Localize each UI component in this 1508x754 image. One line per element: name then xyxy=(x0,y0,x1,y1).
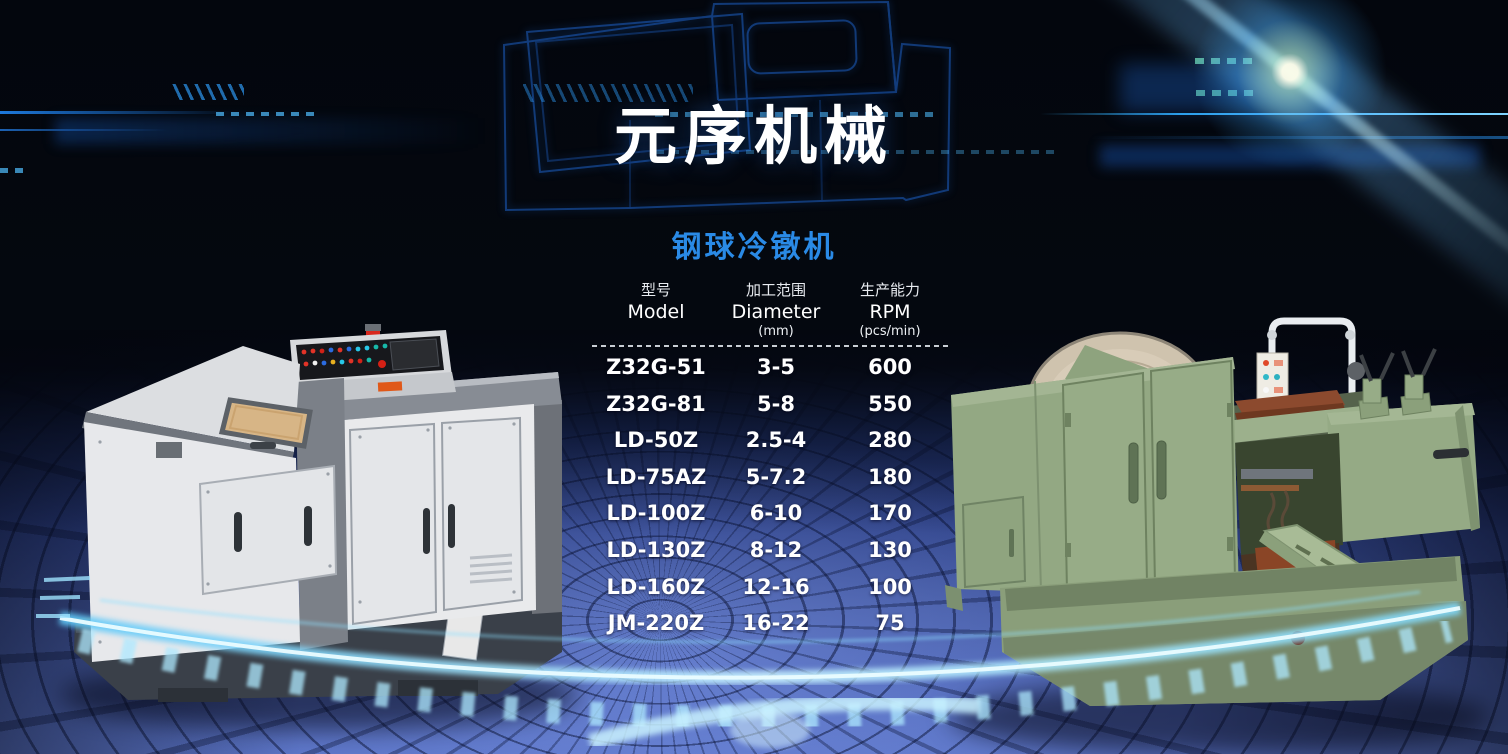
front-door xyxy=(198,464,338,596)
cabinet-doors xyxy=(348,416,524,626)
spec-table: 型号 Model 加工范围 Diameter (mm) 生产能力 RPM (pc… xyxy=(592,281,948,642)
table-row: LD-50Z 2.5-4 280 xyxy=(613,428,912,453)
inspection-window xyxy=(218,397,313,449)
green-cold-heading-machine-image xyxy=(945,317,1480,706)
table-row: LD-130Z 8-12 130 xyxy=(606,537,912,562)
spec-table-header: 型号 Model 加工范围 Diameter (mm) 生产能力 RPM (pc… xyxy=(592,281,948,339)
table-row: LD-100Z 6-10 170 xyxy=(606,501,912,526)
column-header-rpm: 生产能力 RPM (pcs/min) xyxy=(859,281,921,339)
column-header-model: 型号 Model xyxy=(627,281,685,323)
side-door xyxy=(961,495,1027,589)
table-row: Z32G-81 5-8 550 xyxy=(606,391,912,416)
table-row: LD-75AZ 5-7.2 180 xyxy=(605,464,912,489)
page-title: 元序机械 xyxy=(614,100,894,173)
head-block xyxy=(1327,348,1480,543)
white-cold-heading-machine-image xyxy=(74,324,562,702)
dashed-divider xyxy=(592,345,948,347)
table-row: JM-220Z 16-22 75 xyxy=(607,611,905,636)
table-row: LD-160Z 12-16 100 xyxy=(606,574,912,599)
page-subtitle: 钢球冷镦机 xyxy=(671,230,837,265)
table-row: Z32G-51 3-5 600 xyxy=(606,355,912,379)
column-header-diameter: 加工范围 Diameter (mm) xyxy=(731,281,821,339)
blueprint-machine-outline xyxy=(502,0,952,212)
front-doors xyxy=(1061,359,1237,593)
